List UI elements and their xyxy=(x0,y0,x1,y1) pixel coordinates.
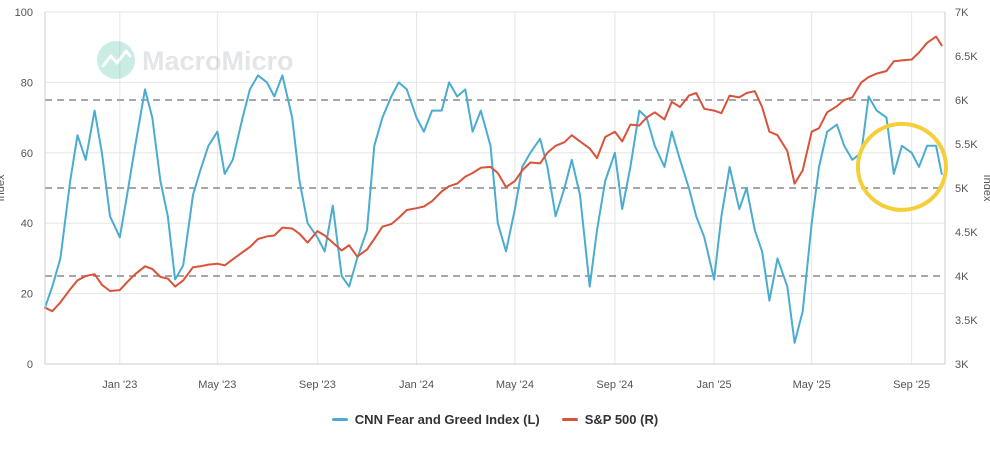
x-tick-label: Sep '25 xyxy=(893,379,930,391)
x-tick-label: May '24 xyxy=(496,379,534,391)
y-left-axis-title: Index xyxy=(0,174,7,201)
y-left-tick-label: 60 xyxy=(21,148,33,160)
legend-item-sp500[interactable]: S&P 500 (R) xyxy=(561,412,659,427)
y-right-tick-label: 5K xyxy=(955,183,969,195)
y-right-tick-label: 4K xyxy=(955,271,969,283)
x-tick-label: Sep '24 xyxy=(596,379,633,391)
series xyxy=(44,35,943,344)
series-line-fear-greed xyxy=(44,74,943,344)
legend-label-fear-greed: CNN Fear and Greed Index (L) xyxy=(354,412,540,427)
y-right-tick-label: 6K xyxy=(955,95,969,107)
x-tick-label: Jan '25 xyxy=(697,379,732,391)
highlight-circle xyxy=(855,121,948,212)
legend-label-sp500: S&P 500 (R) xyxy=(584,412,659,427)
y-left-tick-label: 0 xyxy=(27,359,33,371)
annotations xyxy=(855,121,948,212)
x-tick-label: Jan '24 xyxy=(399,379,434,391)
x-tick-label: May '25 xyxy=(793,379,831,391)
y-right-tick-label: 6.5K xyxy=(955,51,978,63)
y-right-axis-title: Index xyxy=(981,175,990,202)
watermark-logo-icon xyxy=(97,41,135,79)
y-left-tick-label: 20 xyxy=(21,289,33,301)
series-line-sp500 xyxy=(44,35,943,313)
y-right-tick-label: 3.5K xyxy=(955,315,978,327)
legend-swatch-sp500 xyxy=(561,418,578,421)
y-right-tick-label: 7K xyxy=(955,7,969,19)
y-right-tick-label: 5.5K xyxy=(955,139,978,151)
x-tick-label: May '23 xyxy=(198,379,236,391)
legend-item-fear-greed[interactable]: CNN Fear and Greed Index (L) xyxy=(331,412,540,427)
y-right-tick-label: 3K xyxy=(955,359,969,371)
x-tick-label: Jan '23 xyxy=(102,379,137,391)
x-tick-label: Sep '23 xyxy=(299,379,336,391)
watermark-text: MacroMicro xyxy=(142,46,294,76)
chart: MacroMicro 0 20 40 60 80 100 3K 3.5K 4K 4.5K 5K 5.5… xyxy=(0,7,990,391)
y-left-tick-label: 40 xyxy=(21,218,33,230)
axes: 0 20 40 60 80 100 3K 3.5K 4K 4.5K 5K 5.5K 6K 6.5K 7K Ja… xyxy=(0,7,990,391)
legend: CNN Fear and Greed Index (L) S&P 500 (R) xyxy=(0,412,990,427)
watermark: MacroMicro xyxy=(97,41,294,79)
watermark-logo-stroke xyxy=(101,49,132,68)
y-left-tick-label: 80 xyxy=(21,77,33,89)
legend-swatch-fear-greed xyxy=(331,418,348,421)
y-right-tick-label: 4.5K xyxy=(955,227,978,239)
y-left-tick-label: 100 xyxy=(15,7,33,19)
